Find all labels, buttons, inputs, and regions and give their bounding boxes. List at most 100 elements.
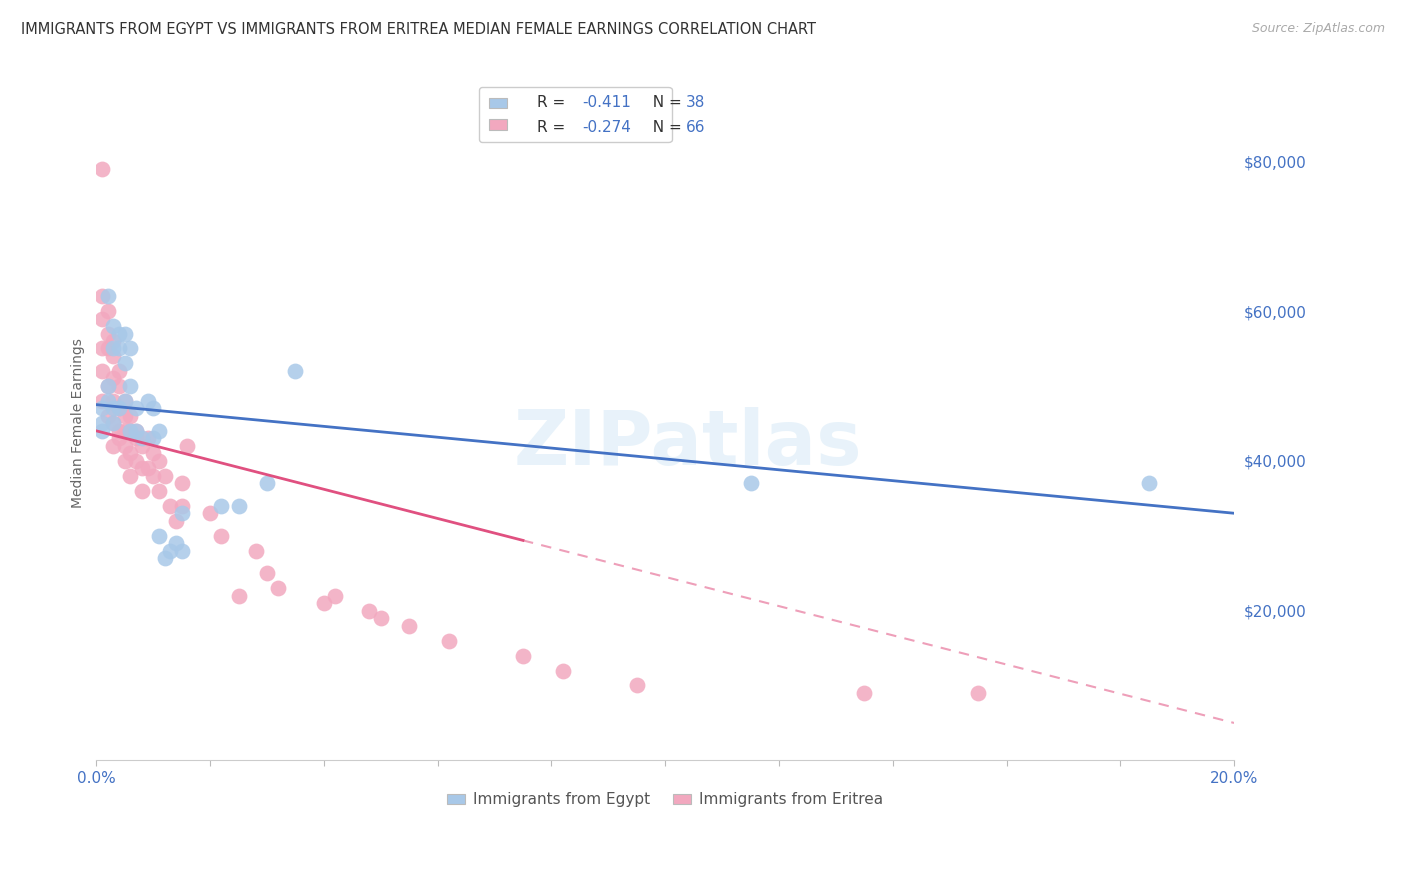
Point xyxy=(256,566,278,581)
Point xyxy=(136,393,159,408)
Point xyxy=(103,349,125,363)
Point xyxy=(159,499,181,513)
Point xyxy=(398,618,420,632)
Point xyxy=(131,483,153,498)
Point xyxy=(131,461,153,475)
Point xyxy=(120,424,142,438)
Point xyxy=(120,446,142,460)
Point xyxy=(136,461,159,475)
Point xyxy=(370,611,392,625)
Point xyxy=(148,454,170,468)
Point xyxy=(91,161,114,176)
Point xyxy=(97,379,120,393)
Point xyxy=(108,431,131,445)
Point xyxy=(108,342,131,356)
Point xyxy=(91,289,114,303)
Text: R =: R = xyxy=(537,95,571,110)
Y-axis label: Median Female Earnings: Median Female Earnings xyxy=(72,338,86,508)
Point xyxy=(97,304,120,318)
Text: 38: 38 xyxy=(686,95,706,110)
Point xyxy=(97,393,120,408)
Point xyxy=(142,401,165,416)
Point xyxy=(91,364,114,378)
Text: -0.274: -0.274 xyxy=(582,120,631,135)
Point xyxy=(103,393,125,408)
Point xyxy=(136,431,159,445)
Point xyxy=(131,439,153,453)
Point xyxy=(211,499,233,513)
Point xyxy=(108,401,131,416)
Point xyxy=(91,311,114,326)
Point xyxy=(125,454,148,468)
Point xyxy=(97,342,120,356)
Point xyxy=(103,342,125,356)
Point xyxy=(853,686,876,700)
Point xyxy=(91,393,114,408)
Point xyxy=(103,439,125,453)
Point xyxy=(97,409,120,423)
Point xyxy=(114,326,136,341)
Point xyxy=(103,417,125,431)
Point xyxy=(284,364,307,378)
Text: Source: ZipAtlas.com: Source: ZipAtlas.com xyxy=(1251,22,1385,36)
Point xyxy=(114,393,136,408)
Text: R =: R = xyxy=(537,120,571,135)
Point xyxy=(142,431,165,445)
Point xyxy=(91,401,114,416)
Point xyxy=(256,476,278,491)
Point xyxy=(245,543,267,558)
Point xyxy=(228,499,250,513)
Point xyxy=(131,431,153,445)
Point xyxy=(198,506,221,520)
Point xyxy=(114,409,136,423)
Point xyxy=(97,289,120,303)
Point xyxy=(103,401,125,416)
Point xyxy=(967,686,990,700)
Point xyxy=(114,454,136,468)
Point xyxy=(108,424,131,438)
Point xyxy=(740,476,762,491)
Point xyxy=(103,371,125,385)
Point xyxy=(114,393,136,408)
Point xyxy=(170,499,193,513)
Point xyxy=(91,424,114,438)
Point xyxy=(120,424,142,438)
Point xyxy=(114,439,136,453)
Point xyxy=(170,476,193,491)
Point xyxy=(114,356,136,370)
Point xyxy=(211,529,233,543)
Point xyxy=(170,543,193,558)
Point xyxy=(120,468,142,483)
Point xyxy=(512,648,534,663)
Point xyxy=(125,431,148,445)
Text: N =: N = xyxy=(643,95,686,110)
Point xyxy=(267,581,290,595)
Point xyxy=(323,589,346,603)
Text: -0.411: -0.411 xyxy=(582,95,631,110)
Legend: Immigrants from Egypt, Immigrants from Eritrea: Immigrants from Egypt, Immigrants from E… xyxy=(441,786,890,814)
Point xyxy=(120,342,142,356)
Point xyxy=(159,543,181,558)
Point xyxy=(148,483,170,498)
Point xyxy=(91,342,114,356)
Point xyxy=(551,664,574,678)
Point xyxy=(108,401,131,416)
Point xyxy=(125,401,148,416)
Point xyxy=(120,379,142,393)
Point xyxy=(148,424,170,438)
Point xyxy=(114,424,136,438)
Point xyxy=(142,446,165,460)
Point xyxy=(108,326,131,341)
Text: ZIPatlas: ZIPatlas xyxy=(513,407,862,481)
Point xyxy=(120,409,142,423)
Point xyxy=(108,379,131,393)
Point xyxy=(103,318,125,333)
Point xyxy=(1137,476,1160,491)
Point xyxy=(108,364,131,378)
Point xyxy=(103,417,125,431)
Text: N =: N = xyxy=(643,120,686,135)
Point xyxy=(125,424,148,438)
Point xyxy=(153,468,176,483)
Point xyxy=(312,596,335,610)
Point xyxy=(97,379,120,393)
